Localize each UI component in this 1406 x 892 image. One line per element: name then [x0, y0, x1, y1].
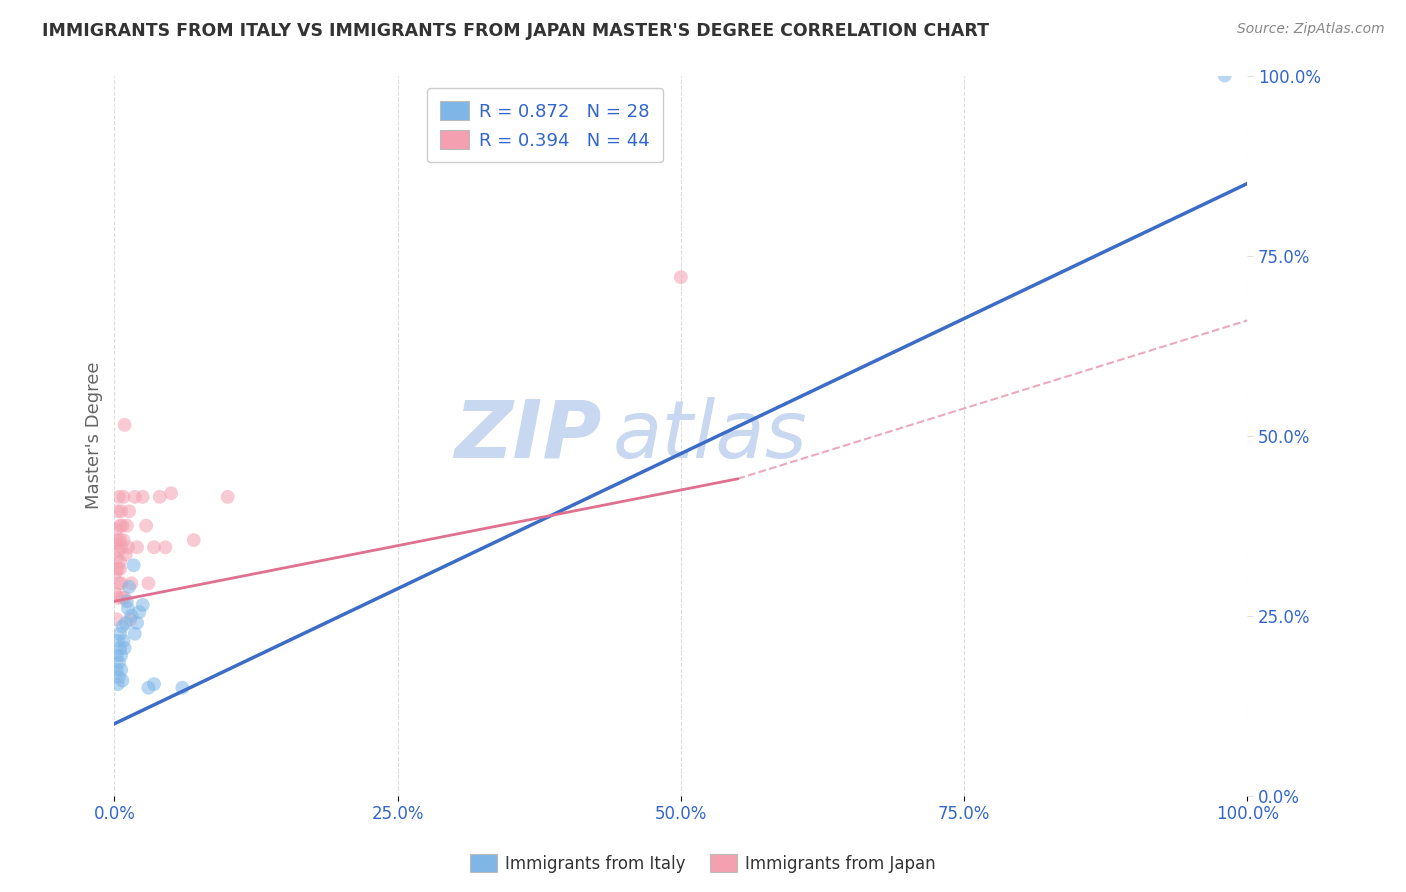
Point — [669, 270, 692, 285]
Point — [118, 580, 141, 594]
Point — [115, 594, 138, 608]
Point — [112, 533, 135, 547]
Point — [105, 648, 128, 663]
Point — [125, 541, 148, 555]
Point — [107, 533, 129, 547]
Point — [114, 591, 136, 605]
Point — [217, 490, 239, 504]
Legend: R = 0.872   N = 28, R = 0.394   N = 44: R = 0.872 N = 28, R = 0.394 N = 44 — [427, 88, 662, 162]
Point — [183, 533, 205, 547]
Point — [105, 551, 128, 566]
Point — [128, 605, 150, 619]
Point — [107, 562, 129, 576]
Point — [114, 417, 136, 432]
Point — [125, 615, 148, 630]
Point — [108, 533, 131, 547]
Point — [108, 518, 131, 533]
Point — [138, 576, 160, 591]
Point — [132, 490, 155, 504]
Point — [115, 518, 138, 533]
Point — [105, 663, 128, 677]
Point — [110, 541, 132, 555]
Point — [110, 648, 132, 663]
Point — [112, 634, 135, 648]
Point — [114, 641, 136, 656]
Text: Source: ZipAtlas.com: Source: ZipAtlas.com — [1237, 22, 1385, 37]
Point — [111, 673, 134, 688]
Point — [107, 504, 129, 518]
Point — [108, 544, 131, 558]
Point — [108, 656, 131, 670]
Text: IMMIGRANTS FROM ITALY VS IMMIGRANTS FROM JAPAN MASTER'S DEGREE CORRELATION CHART: IMMIGRANTS FROM ITALY VS IMMIGRANTS FROM… — [42, 22, 990, 40]
Point — [104, 566, 127, 580]
Point — [105, 537, 128, 551]
Point — [111, 518, 134, 533]
Point — [124, 626, 146, 640]
Point — [107, 591, 129, 605]
Point — [108, 555, 131, 569]
Point — [117, 601, 139, 615]
Point — [149, 490, 172, 504]
Point — [118, 504, 141, 518]
Point — [114, 548, 136, 562]
Point — [107, 677, 129, 691]
Text: atlas: atlas — [613, 397, 807, 475]
Point — [135, 518, 157, 533]
Point — [108, 490, 131, 504]
Point — [117, 541, 139, 555]
Point — [108, 562, 131, 576]
Point — [108, 641, 131, 656]
Point — [1213, 69, 1236, 83]
Point — [107, 634, 129, 648]
Point — [105, 522, 128, 536]
Point — [104, 587, 127, 601]
Point — [111, 619, 134, 633]
Point — [155, 541, 177, 555]
Point — [122, 558, 145, 573]
Point — [110, 504, 132, 518]
Point — [143, 677, 166, 691]
Point — [120, 608, 142, 623]
Point — [111, 591, 134, 605]
Point — [138, 681, 160, 695]
Point — [172, 681, 194, 695]
Point — [124, 490, 146, 504]
Point — [120, 612, 142, 626]
Point — [112, 490, 135, 504]
Point — [132, 598, 155, 612]
Point — [108, 626, 131, 640]
Point — [143, 541, 166, 555]
Point — [114, 615, 136, 630]
Point — [110, 576, 132, 591]
Legend: Immigrants from Italy, Immigrants from Japan: Immigrants from Italy, Immigrants from J… — [463, 847, 943, 880]
Text: ZIP: ZIP — [454, 397, 602, 475]
Point — [110, 663, 132, 677]
Point — [108, 670, 131, 684]
Y-axis label: Master's Degree: Master's Degree — [86, 362, 103, 509]
Point — [108, 576, 131, 591]
Point — [160, 486, 183, 500]
Point — [120, 576, 142, 591]
Point — [105, 612, 128, 626]
